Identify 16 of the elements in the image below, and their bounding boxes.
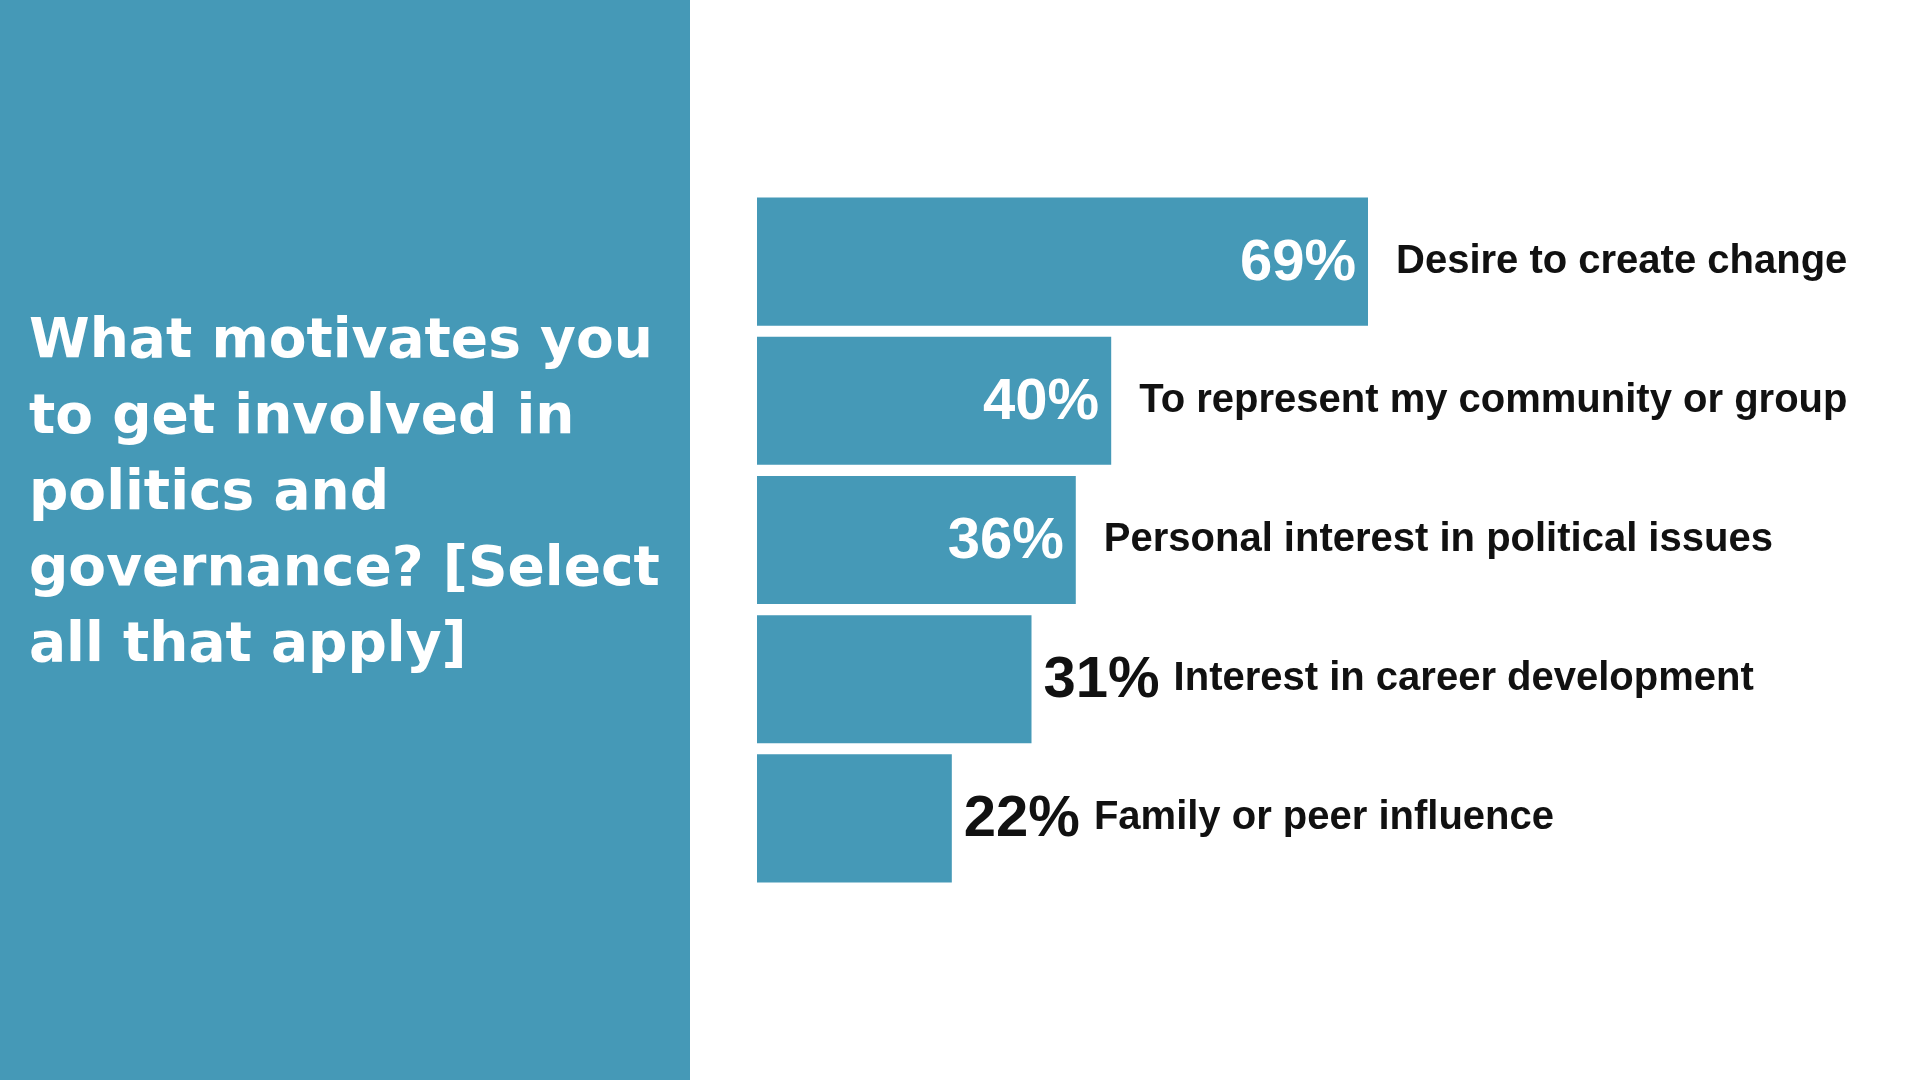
data-label: 31% bbox=[1043, 644, 1160, 710]
data-label: 69% bbox=[1239, 226, 1356, 292]
bar bbox=[757, 754, 952, 883]
bar bbox=[757, 336, 1112, 465]
y-tick-label: Interest in career development bbox=[1173, 654, 1754, 699]
bar bbox=[757, 475, 1076, 605]
data-label: 22% bbox=[963, 783, 1080, 849]
y-tick-label: Desire to create change bbox=[1396, 236, 1848, 281]
text: What motivates you to get involved in politics and governance? [Select all that apply] bbox=[29, 305, 661, 676]
bar bbox=[757, 197, 1368, 326]
data-label: 40% bbox=[983, 365, 1100, 431]
y-tick-label: To represent my community or group bbox=[1139, 375, 1848, 420]
bar bbox=[757, 615, 1032, 744]
y-tick-label: Family or peer influence bbox=[1093, 793, 1555, 838]
y-tick-label: Personal interest in political issues bbox=[1103, 515, 1773, 560]
data-label: 36% bbox=[947, 505, 1064, 570]
